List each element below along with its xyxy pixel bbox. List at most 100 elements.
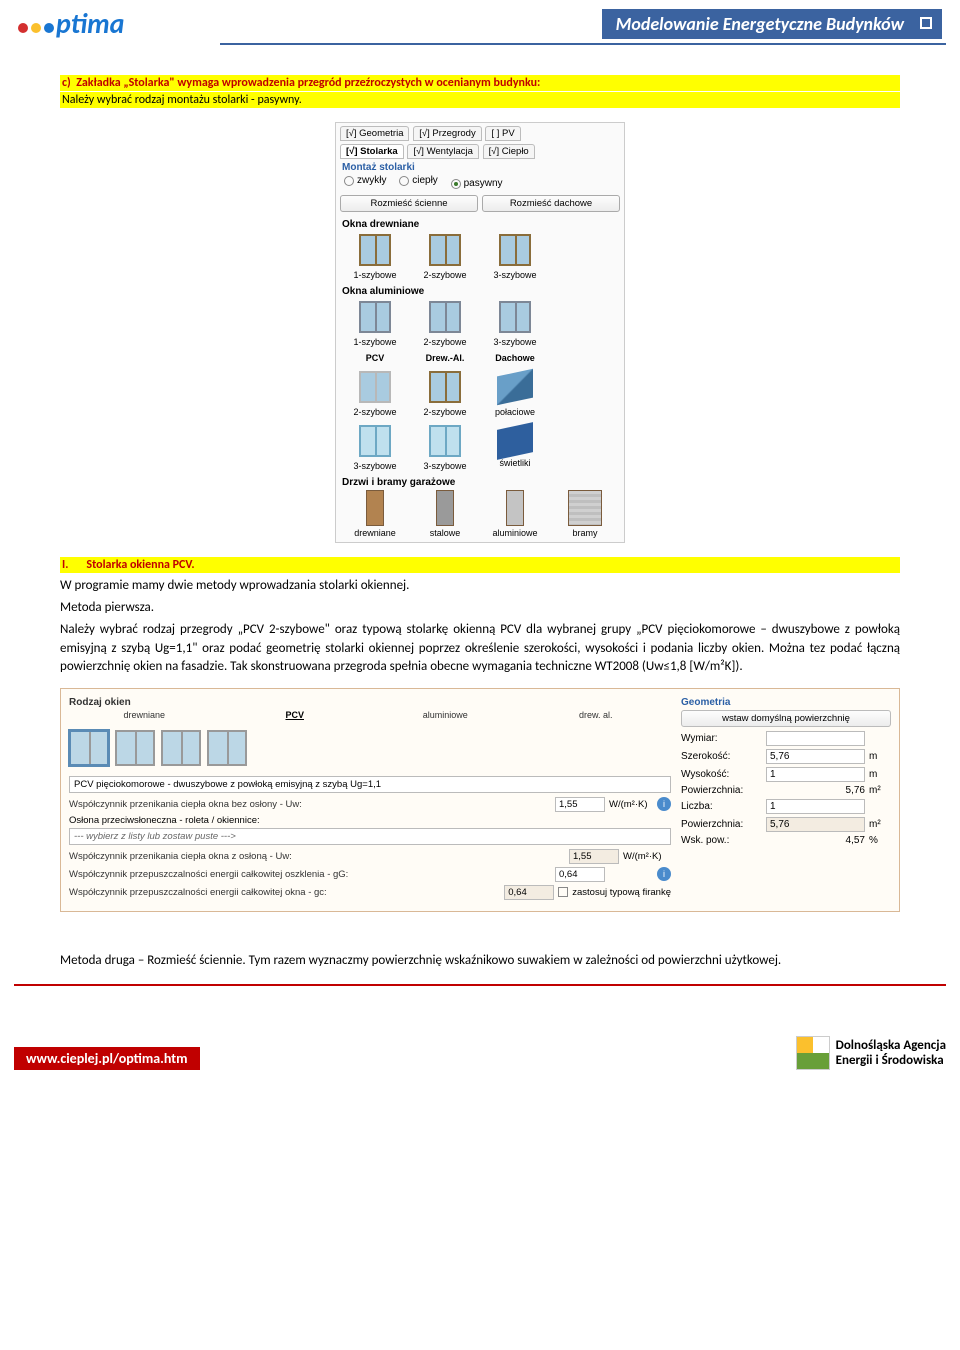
szer-row: Szerokość:5,76m xyxy=(681,749,891,764)
uw2-unit: W/(m²·K) xyxy=(623,851,671,862)
drzwi-drewniane[interactable]: drewniane xyxy=(340,490,410,538)
row3a: 2-szybowe 2-szybowe połaciowe xyxy=(336,367,624,421)
montaz-label: Montaż stolarki xyxy=(336,159,624,173)
wp-win-2[interactable] xyxy=(115,730,155,766)
wsk-value: 4,57 xyxy=(766,835,865,846)
gg-row: Współczynnik przepuszczalności energii c… xyxy=(69,867,671,882)
szer-input[interactable]: 5,76 xyxy=(766,749,865,764)
hdr-dachowe: Dachowe xyxy=(480,353,550,363)
okno-drew-2[interactable]: 2-szybowe xyxy=(410,232,480,280)
wys-label: Wysokość: xyxy=(681,769,766,780)
logo: ptima xyxy=(18,6,124,41)
btn-rozmiesc-dachowe[interactable]: Rozmieść dachowe xyxy=(482,195,620,212)
tab-wentylacja[interactable]: [√] Wentylacja xyxy=(407,144,478,159)
tab-cieplo[interactable]: [√] Ciepło xyxy=(483,144,535,159)
wp-right: Geometria wstaw domyślną powierzchnię Wy… xyxy=(681,697,891,903)
okno-alu-1[interactable]: 1-szybowe xyxy=(340,299,410,347)
gc-input: 0,64 xyxy=(504,885,554,900)
hdr-pcv: PCV xyxy=(340,353,410,363)
info-icon[interactable]: i xyxy=(657,797,671,811)
gg-input[interactable]: 0,64 xyxy=(555,867,605,882)
section-i-num: I. xyxy=(62,558,68,572)
oslona-label: Osłona przeciwsłoneczna - roleta / okien… xyxy=(69,815,671,826)
oslona-select[interactable]: --- wybierz z listy lub zostaw puste ---… xyxy=(69,828,671,845)
section-i-heading: Stolarka okienna PCV. xyxy=(86,558,194,572)
uw-label: Współczynnik przenikania ciepła okna bez… xyxy=(69,799,551,810)
section-i-p2: Metoda pierwsza. xyxy=(60,599,900,617)
pow2-row: Powierzchnia:5,76m² xyxy=(681,817,891,832)
wys-input[interactable]: 1 xyxy=(766,767,865,782)
info-icon-2[interactable]: i xyxy=(657,867,671,881)
wymiar-input[interactable] xyxy=(766,731,865,746)
drzwi-aluminiowe[interactable]: aluminiowe xyxy=(480,490,550,538)
footer-org: Dolnośląska Agencja Energii i Środowiska xyxy=(836,1038,946,1068)
tab-pv[interactable]: [ ] PV xyxy=(485,126,520,141)
gc-label: Współczynnik przepuszczalności energii c… xyxy=(69,887,500,898)
okno-drewal-2[interactable]: 2-szybowe xyxy=(410,369,480,417)
okno-drewal-3[interactable]: 3-szybowe xyxy=(410,423,480,471)
header-title: Modelowanie Energetyczne Budynków xyxy=(616,13,904,35)
chk-wrap[interactable]: zastosuj typową firankę xyxy=(558,887,671,898)
wp-win-3[interactable] xyxy=(161,730,201,766)
drzwi-bramy[interactable]: bramy xyxy=(550,490,620,538)
cat-drewniane: Okna drewniane xyxy=(336,217,624,230)
stolarka-panel: [√] Geometria [√] Przegrody [ ] PV [√] S… xyxy=(335,122,625,543)
okno-pcv-2[interactable]: 2-szybowe xyxy=(340,369,410,417)
tab-stolarka[interactable]: [√] Stolarka xyxy=(340,144,404,159)
radio-zwykly[interactable]: zwykły xyxy=(344,175,386,186)
wsk-row: Wsk. pow.:4,57% xyxy=(681,835,891,846)
pow-value: 5,76 xyxy=(766,785,865,796)
wp-tab-drewniane[interactable]: drewniane xyxy=(69,710,220,722)
szer-label: Szerokość: xyxy=(681,751,766,762)
section-i-p3: Należy wybrać rodzaj przegrody „PCV 2-sz… xyxy=(60,621,900,676)
okno-polaciowe[interactable]: połaciowe xyxy=(480,369,550,417)
licz-input[interactable]: 1 xyxy=(766,799,865,814)
cat-drzwi: Drzwi i bramy garażowe xyxy=(336,475,624,488)
wys-row: Wysokość:1m xyxy=(681,767,891,782)
okno-drew-3[interactable]: 3-szybowe xyxy=(480,232,550,280)
section-i: I.Stolarka okienna PCV. W programie mamy… xyxy=(60,557,900,676)
content: c) Zakładka „Stolarka" wymaga wprowadzen… xyxy=(0,45,960,984)
wp-win-1[interactable] xyxy=(69,730,109,766)
uw2-label: Współczynnik przenikania ciepła okna z o… xyxy=(69,851,565,862)
wp-tab-aluminiowe[interactable]: aluminiowe xyxy=(370,710,521,722)
okno-alu-3[interactable]: 3-szybowe xyxy=(480,299,550,347)
rodzaj-okien-panel: Rodzaj okien drewniane PCV aluminiowe dr… xyxy=(60,688,900,912)
btn-rozmiesc-scienne[interactable]: Rozmieść ścienne xyxy=(340,195,478,212)
geo-default-button[interactable]: wstaw domyślną powierzchnię xyxy=(681,710,891,727)
radio-pasywny[interactable]: pasywny xyxy=(451,178,503,189)
okno-swietliki[interactable]: świetliki xyxy=(480,423,550,471)
row-drzwi: drewniane stalowe aluminiowe bramy xyxy=(336,488,624,542)
tab-geometria[interactable]: [√] Geometria xyxy=(340,126,409,141)
wp-win-4[interactable] xyxy=(207,730,247,766)
footer-url[interactable]: www.cieplej.pl/optima.htm xyxy=(14,1047,200,1070)
okno-drew-1[interactable]: 1-szybowe xyxy=(340,232,410,280)
okno-pcv-3[interactable]: 3-szybowe xyxy=(340,423,410,471)
uw-input[interactable]: 1,55 xyxy=(555,797,605,812)
wp-tab-pcv[interactable]: PCV xyxy=(220,710,371,722)
section-i-title: I. Stolarka okienna PCV. xyxy=(60,557,900,573)
gc-row: Współczynnik przepuszczalności energii c… xyxy=(69,885,671,900)
cat-aluminiowe: Okna aluminiowe xyxy=(336,284,624,297)
wsk-label: Wsk. pow.: xyxy=(681,835,766,846)
row3b: 3-szybowe 3-szybowe świetliki xyxy=(336,421,624,475)
intro-line-1: c) Zakładka „Stolarka" wymaga wprowadzen… xyxy=(60,75,900,91)
uw2-row: Współczynnik przenikania ciepła okna z o… xyxy=(69,849,671,864)
square-icon xyxy=(920,17,932,29)
header-title-bar: Modelowanie Energetyczne Budynków xyxy=(602,9,942,39)
wp-tab-drewal[interactable]: drew. al. xyxy=(521,710,672,722)
footer-org2: Energii i Środowiska xyxy=(836,1053,946,1068)
wp-select-okno[interactable]: PCV pięciokomorowe - dwuszybowe z powłok… xyxy=(69,776,671,793)
wp-left: Rodzaj okien drewniane PCV aluminiowe dr… xyxy=(69,697,671,903)
logo-dots-icon xyxy=(18,23,54,33)
tab-przegrody[interactable]: [√] Przegrody xyxy=(413,126,481,141)
rodzaj-head: Rodzaj okien xyxy=(69,697,671,708)
wymiar-row: Wymiar: xyxy=(681,731,891,746)
panel-tabs-row1: [√] Geometria [√] Przegrody [ ] PV xyxy=(336,123,624,141)
radio-cieply[interactable]: ciepły xyxy=(399,175,438,186)
wp-window-icons xyxy=(69,726,671,770)
drzwi-stalowe[interactable]: stalowe xyxy=(410,490,480,538)
geo-head: Geometria xyxy=(681,697,891,708)
pow2-label: Powierzchnia: xyxy=(681,819,766,830)
okno-alu-2[interactable]: 2-szybowe xyxy=(410,299,480,347)
